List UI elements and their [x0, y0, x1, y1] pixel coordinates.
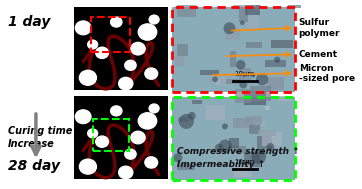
Text: 28 day: 28 day: [8, 159, 60, 173]
Circle shape: [266, 143, 274, 151]
Ellipse shape: [96, 136, 109, 147]
Circle shape: [251, 149, 266, 164]
Circle shape: [212, 76, 218, 82]
Circle shape: [223, 22, 235, 34]
Bar: [249, 125, 260, 134]
Bar: [257, 136, 272, 149]
Bar: [265, 60, 286, 67]
Bar: [232, 118, 253, 128]
Bar: [226, 28, 240, 40]
Ellipse shape: [131, 131, 145, 144]
Bar: [244, 91, 266, 105]
Bar: [245, 4, 260, 15]
Ellipse shape: [131, 42, 145, 55]
Ellipse shape: [138, 113, 157, 129]
Bar: [233, 165, 252, 177]
Bar: [247, 15, 258, 31]
Ellipse shape: [149, 104, 159, 113]
Bar: [231, 146, 245, 153]
Circle shape: [219, 139, 232, 153]
Bar: [233, 2, 246, 9]
Text: 10μm: 10μm: [235, 71, 255, 77]
Bar: [172, 97, 295, 180]
Ellipse shape: [125, 149, 136, 159]
Bar: [206, 105, 225, 120]
Text: 10μm: 10μm: [235, 159, 255, 165]
Bar: [262, 132, 282, 146]
Circle shape: [179, 114, 194, 129]
Ellipse shape: [138, 24, 157, 40]
Circle shape: [240, 21, 245, 25]
Ellipse shape: [88, 40, 98, 49]
Text: Cement: Cement: [299, 50, 338, 59]
Bar: [192, 100, 202, 104]
Bar: [250, 86, 271, 101]
Ellipse shape: [111, 106, 122, 116]
Ellipse shape: [119, 166, 133, 179]
Bar: [177, 2, 197, 17]
Ellipse shape: [145, 68, 157, 79]
Bar: [216, 78, 227, 85]
Bar: [74, 96, 168, 179]
Bar: [172, 97, 295, 180]
Text: Micron
-sized pore: Micron -sized pore: [299, 64, 355, 83]
Bar: [93, 119, 129, 151]
Bar: [209, 79, 230, 82]
Circle shape: [188, 112, 196, 120]
Bar: [91, 16, 130, 52]
Ellipse shape: [119, 77, 133, 90]
Text: Curing time
Increase: Curing time Increase: [8, 126, 72, 149]
Bar: [245, 116, 262, 125]
Circle shape: [215, 144, 223, 152]
Ellipse shape: [79, 159, 96, 174]
Bar: [239, 7, 248, 22]
Bar: [200, 70, 219, 75]
Bar: [175, 56, 185, 66]
Circle shape: [274, 57, 281, 63]
Circle shape: [173, 153, 182, 162]
Bar: [177, 164, 195, 170]
Ellipse shape: [88, 129, 98, 138]
Ellipse shape: [149, 15, 159, 24]
Text: Compressive strength ↑: Compressive strength ↑: [177, 147, 299, 156]
Bar: [177, 44, 188, 56]
Bar: [228, 138, 239, 148]
Circle shape: [236, 60, 245, 70]
Ellipse shape: [111, 17, 122, 27]
Bar: [178, 117, 188, 122]
Bar: [247, 42, 262, 48]
Text: Sulfur
polymer: Sulfur polymer: [299, 18, 340, 38]
Bar: [258, 129, 275, 136]
Text: Impermeability ↑: Impermeability ↑: [177, 160, 265, 169]
Bar: [172, 7, 295, 92]
Bar: [277, 96, 293, 101]
Ellipse shape: [75, 110, 91, 124]
Bar: [220, 79, 240, 84]
Bar: [172, 7, 295, 92]
Ellipse shape: [145, 157, 157, 168]
Bar: [271, 40, 293, 48]
Ellipse shape: [75, 21, 91, 35]
Ellipse shape: [79, 70, 96, 85]
Bar: [235, 89, 251, 103]
Text: 1 day: 1 day: [8, 15, 50, 29]
Circle shape: [239, 81, 247, 88]
Ellipse shape: [125, 60, 136, 70]
Bar: [267, 77, 283, 90]
Circle shape: [222, 123, 228, 129]
Bar: [244, 152, 260, 167]
Bar: [239, 68, 251, 80]
Bar: [256, 1, 261, 11]
Ellipse shape: [96, 47, 109, 58]
Circle shape: [251, 73, 255, 77]
Bar: [265, 106, 270, 110]
Bar: [256, 122, 265, 126]
Bar: [74, 7, 168, 90]
Circle shape: [256, 73, 268, 85]
Bar: [231, 50, 236, 67]
Bar: [288, 0, 302, 8]
